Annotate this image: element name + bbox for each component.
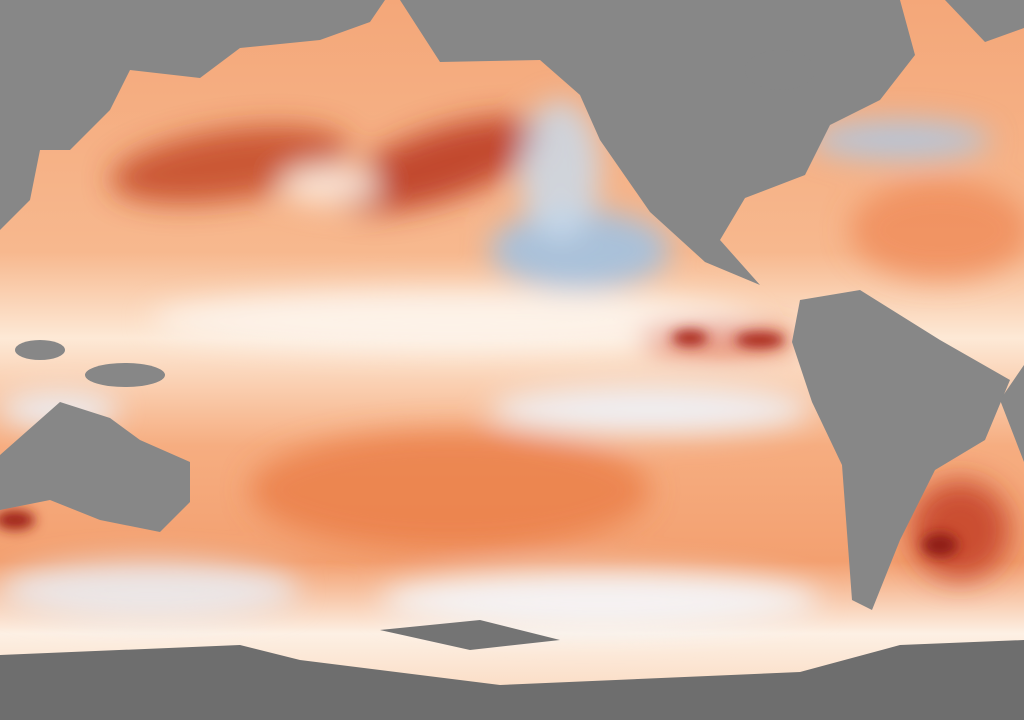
warm-anomaly bbox=[0, 510, 35, 530]
africa bbox=[1000, 365, 1024, 462]
asia bbox=[0, 0, 385, 230]
warm-anomaly bbox=[922, 533, 958, 557]
neutral-anomaly bbox=[280, 165, 380, 205]
cool-anomaly bbox=[0, 560, 300, 620]
cool-anomaly bbox=[490, 210, 670, 290]
australia bbox=[0, 402, 190, 532]
antarctica bbox=[0, 640, 1024, 720]
greenland bbox=[945, 0, 1024, 42]
warm-anomaly bbox=[334, 117, 546, 213]
warm-anomaly bbox=[672, 330, 708, 346]
neutral-anomaly bbox=[490, 385, 810, 435]
cool-anomaly bbox=[520, 100, 600, 240]
arctic-island bbox=[745, 50, 815, 90]
ice-shelf bbox=[380, 620, 560, 650]
warm-anomaly bbox=[735, 332, 785, 348]
neutral-anomaly bbox=[380, 570, 820, 630]
neutral-anomaly bbox=[150, 290, 750, 350]
warm-anomaly bbox=[250, 430, 650, 550]
anomaly-details bbox=[0, 330, 958, 557]
cool-anomaly bbox=[810, 120, 990, 160]
south-america bbox=[792, 290, 1010, 610]
new-guinea bbox=[85, 363, 165, 387]
warm-anomaly bbox=[850, 180, 1024, 280]
land bbox=[0, 0, 1024, 610]
warm-anomaly bbox=[910, 480, 1010, 580]
islands bbox=[15, 340, 65, 360]
